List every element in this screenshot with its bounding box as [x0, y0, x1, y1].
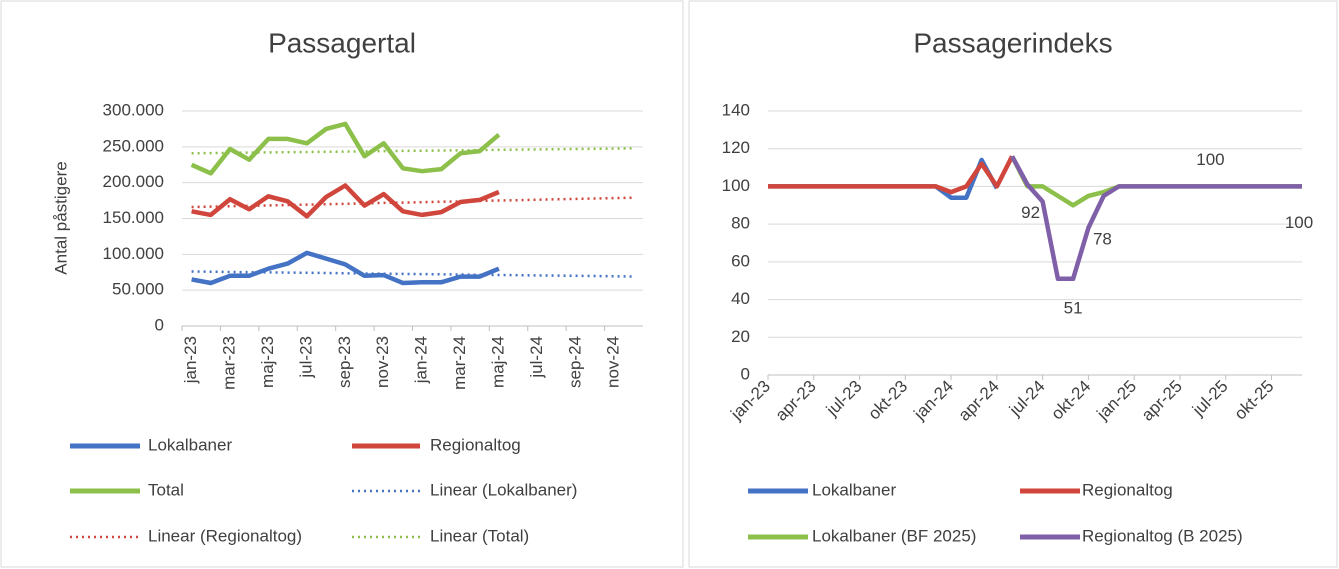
y-tick-label: 100.000 [103, 244, 164, 263]
series-line [191, 183, 500, 219]
x-tick-label: apr-25 [1138, 377, 1186, 425]
legend-label: Linear (Lokalbaner) [430, 480, 577, 499]
series-line [191, 250, 500, 286]
series-line [1010, 155, 1302, 282]
data-label: 92 [1021, 203, 1040, 222]
x-tick-label: sep-23 [335, 336, 354, 388]
legend-label: Linear (Total) [430, 526, 529, 545]
y-tick-label: 120 [722, 138, 750, 157]
x-tick-label: maj-23 [258, 336, 277, 388]
x-tick-label: jan-24 [412, 336, 431, 384]
y-tick-label: 100 [722, 176, 750, 195]
x-tick-label: jan-25 [1093, 377, 1141, 425]
y-tick-label: 20 [731, 327, 750, 346]
chart-title: Passagerindeks [913, 27, 1112, 58]
x-tick-label: jul-23 [822, 377, 866, 421]
trend-line [191, 196, 634, 209]
data-label: 100 [1285, 213, 1313, 232]
x-tick-label: jul-24 [1005, 377, 1049, 421]
y-tick-label: 0 [155, 315, 164, 334]
data-label: 78 [1093, 229, 1112, 248]
x-tick-label: sep-24 [565, 336, 584, 388]
y-tick-label: 50.000 [112, 280, 164, 299]
legend-label: Lokalbaner (BF 2025) [812, 526, 976, 545]
legend-label: Regionaltog [430, 435, 521, 454]
series-line [768, 155, 1015, 195]
x-tick-label: jul-23 [296, 336, 315, 379]
x-tick-label: apr-24 [955, 377, 1003, 425]
panel-border [688, 0, 1338, 568]
x-tick-label: apr-23 [772, 377, 820, 425]
trend-line [191, 147, 634, 155]
y-tick-label: 0 [741, 364, 750, 383]
y-tick-label: 40 [731, 289, 750, 308]
y-tick-label: 150.000 [103, 208, 164, 227]
trend-line [191, 270, 634, 278]
x-tick-label: nov-24 [604, 336, 623, 388]
legend-label: Total [148, 480, 184, 499]
x-tick-label: jul-25 [1188, 377, 1232, 421]
x-tick-label: mar-24 [450, 336, 469, 390]
legend-label: Linear (Regionaltog) [148, 526, 302, 545]
x-tick-label: mar-23 [220, 336, 239, 390]
y-tick-label: 300.000 [103, 100, 164, 119]
x-tick-label: maj-24 [488, 336, 507, 388]
x-tick-label: jul-24 [527, 336, 546, 379]
y-tick-label: 140 [722, 100, 750, 119]
x-tick-label: okt-25 [1231, 377, 1278, 424]
x-tick-label: okt-24 [1048, 377, 1095, 424]
x-tick-label: nov-23 [373, 336, 392, 388]
legend-label: Lokalbaner [812, 480, 896, 499]
panel-border [0, 0, 684, 568]
y-tick-label: 250.000 [103, 136, 164, 155]
series-line [1010, 155, 1302, 208]
chart-title: Passagertal [268, 27, 416, 58]
y-axis-label: Antal påstigere [51, 161, 70, 274]
legend-label: Lokalbaner [148, 435, 232, 454]
x-tick-label: jan-23 [726, 377, 774, 425]
y-tick-label: 200.000 [103, 172, 164, 191]
series-line [768, 157, 999, 200]
x-tick-label: jan-24 [910, 377, 958, 425]
x-tick-label: okt-23 [864, 377, 911, 424]
x-tick-label: jan-23 [181, 336, 200, 384]
data-label: 100 [1196, 150, 1224, 169]
y-tick-label: 80 [731, 214, 750, 233]
series-line [190, 121, 501, 176]
legend-label: Regionaltog (B 2025) [1082, 526, 1243, 545]
legend-label: Regionaltog [1082, 480, 1173, 499]
y-tick-label: 60 [731, 251, 750, 270]
data-label: 51 [1064, 298, 1083, 317]
